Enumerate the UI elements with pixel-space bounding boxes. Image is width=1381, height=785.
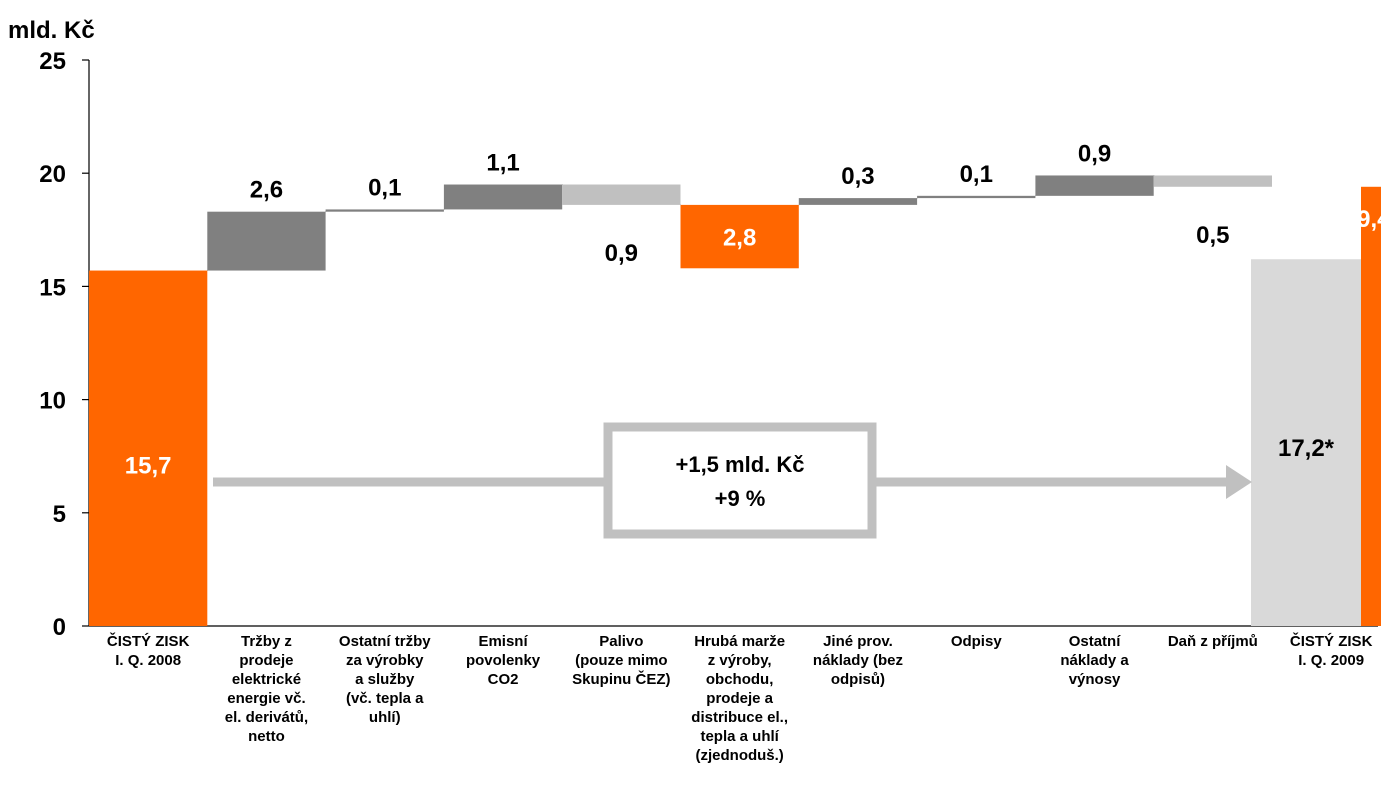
category-labels: ČISTÝ ZISK I. Q. 2008 Tržby z prodeje elektr… [107, 632, 1373, 764]
value-label: 0,3 [841, 163, 874, 190]
category-label: Jiné prov. náklady (bez odpisů) [813, 633, 903, 688]
category-label: Emisní povolenky CO2 [466, 633, 541, 688]
growth-annotation-line1: +1,5 mld. Kč [675, 452, 804, 477]
bar-decrease_total [680, 204, 799, 269]
bar-decrease [562, 184, 681, 205]
connector-lines [207, 175, 1155, 271]
value-label: 0,9 [1078, 140, 1111, 167]
growth-annotation-box [603, 422, 877, 539]
bars [89, 175, 1381, 626]
category-label: Tržby z prodeje elektrické energie vč. el. d… [225, 633, 308, 745]
category-label: Palivo (pouze mimo Skupinu ČEZ) [572, 633, 670, 688]
value-label: 1,1 [486, 150, 519, 177]
y-tick-label: 10 [39, 388, 66, 415]
category-label: Daň z příjmů [1168, 633, 1258, 650]
y-tick-label: 20 [39, 161, 66, 188]
value-label: 2,8 [723, 225, 756, 252]
growth-annotation: +1,5 mld. Kč +9 % [603, 422, 877, 539]
bar-decrease [1153, 175, 1272, 187]
bar-increase [207, 211, 326, 271]
value-label: 0,5 [1196, 222, 1229, 249]
category-label: ČISTÝ ZISK I. Q. 2008 [107, 632, 190, 669]
value-label: 15,7 [125, 452, 172, 479]
value-label: 0,1 [960, 161, 993, 188]
bar-total [89, 270, 208, 626]
y-tick-label: 5 [53, 501, 66, 528]
category-label: Hrubá marže z výroby, obchodu, prodeje a dis… [691, 633, 788, 764]
bar-increase [443, 184, 563, 210]
bar-total [1361, 186, 1381, 626]
comparison-label: 17,2* [1278, 435, 1335, 462]
category-label: ČISTÝ ZISK I. Q. 2009 [1290, 632, 1373, 669]
bar-increase [917, 195, 1036, 199]
comparison-bar [1251, 259, 1361, 626]
growth-arrow-head [1226, 465, 1252, 499]
category-label: Ostatní tržby za výrobky a služby (vč. tepl… [339, 633, 431, 726]
bar-increase [325, 209, 444, 212]
y-axis: 0 5 10 15 20 25 [39, 48, 1378, 641]
value-label: 2,6 [250, 177, 283, 204]
category-label: Odpisy [951, 633, 1003, 650]
y-tick-label: 0 [53, 614, 66, 641]
growth-annotation-line2: +9 % [715, 486, 766, 511]
y-tick-label: 15 [39, 274, 66, 301]
value-label: 0,1 [368, 174, 401, 201]
value-label: 19,4 [1344, 206, 1381, 233]
y-tick-label: 25 [39, 48, 66, 75]
category-label: Ostatní náklady a výnosy [1060, 633, 1129, 688]
value-label: 0,9 [605, 240, 638, 267]
bar-increase [1035, 175, 1154, 196]
bar-increase [798, 198, 918, 205]
unit-label: mld. Kč [8, 17, 95, 44]
value-labels: 15,7 2,6 0,1 1,1 0,9 2,8 0,3 0,1 0,9 0,5 19,4 17,2* [125, 140, 1381, 479]
